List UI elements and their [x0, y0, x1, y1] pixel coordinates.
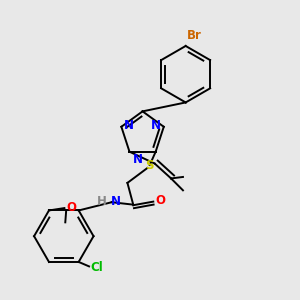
Text: O: O: [156, 194, 166, 207]
Text: N: N: [132, 153, 142, 166]
Text: Br: Br: [187, 28, 202, 41]
Text: Cl: Cl: [91, 261, 103, 274]
Text: S: S: [146, 159, 154, 172]
Text: N: N: [110, 195, 121, 208]
Text: N: N: [124, 119, 134, 132]
Text: O: O: [67, 201, 77, 214]
Text: H: H: [97, 195, 106, 208]
Text: N: N: [151, 119, 161, 132]
